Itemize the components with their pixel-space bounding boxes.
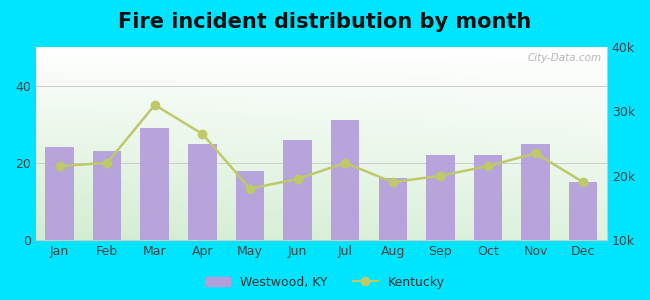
Bar xyxy=(93,151,122,240)
Bar xyxy=(188,144,216,240)
Bar xyxy=(521,144,550,240)
Bar xyxy=(474,155,502,240)
Bar xyxy=(378,178,407,240)
Bar xyxy=(283,140,312,240)
Legend: Westwood, KY, Kentucky: Westwood, KY, Kentucky xyxy=(200,271,450,294)
Bar xyxy=(426,155,454,240)
Text: City-Data.com: City-Data.com xyxy=(527,53,601,63)
Bar xyxy=(236,171,265,240)
Bar xyxy=(46,147,74,240)
Text: Fire incident distribution by month: Fire incident distribution by month xyxy=(118,12,532,32)
Bar xyxy=(569,182,597,240)
Bar xyxy=(331,120,359,240)
Bar xyxy=(140,128,169,240)
